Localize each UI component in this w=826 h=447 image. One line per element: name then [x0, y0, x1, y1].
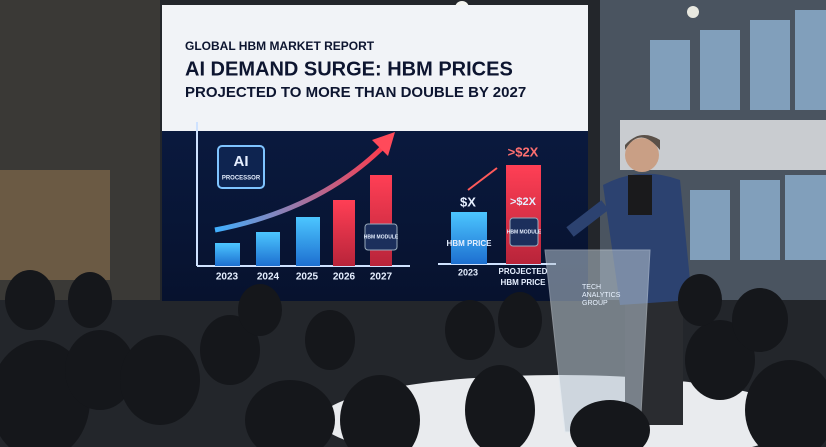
projected-caption: HBM PRICE — [501, 278, 547, 287]
module-label: HBM MODULE — [507, 229, 542, 235]
audience — [0, 270, 826, 447]
base-year: 2023 — [458, 267, 478, 277]
headline: AI DEMAND SURGE: HBM PRICES — [185, 58, 513, 80]
logo: TECH — [582, 284, 601, 291]
chip-subtitle: PROCESSOR — [222, 176, 261, 182]
base-price: $X — [460, 194, 476, 209]
headline: PROJECTED TO MORE THAN DOUBLE BY 2027 — [185, 84, 526, 101]
base-caption: HBM PRICE — [447, 239, 493, 248]
projected-price: >$2X — [510, 196, 537, 208]
chip-title: AI — [234, 153, 249, 170]
year-label: 2023 — [216, 272, 239, 283]
module-label: HBM MODULE — [364, 234, 399, 240]
projected-caption: PROJECTED — [499, 267, 548, 276]
screen: GLOBAL HBM MARKET REPORT AI DEMAND SURGE… — [162, 5, 588, 301]
logo: ANALYTICS — [582, 292, 621, 299]
top-label: >$2X — [508, 144, 539, 159]
logo: GROUP — [582, 300, 608, 307]
year-label: 2025 — [296, 272, 319, 283]
kicker: GLOBAL HBM MARKET REPORT — [185, 39, 375, 53]
year-label: 2024 — [257, 272, 280, 283]
year-label: 2026 — [333, 272, 356, 283]
year-label: 2027 — [370, 272, 393, 283]
